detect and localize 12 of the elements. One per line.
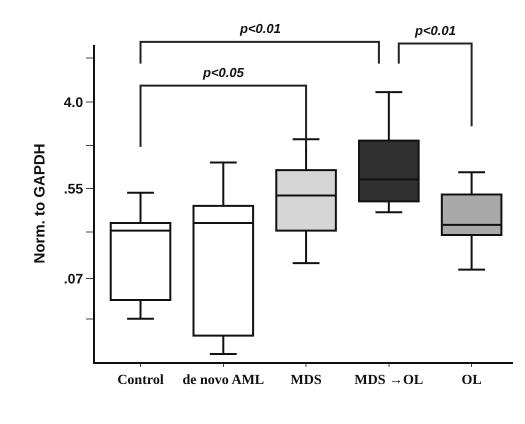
x-tick-label: MDS (290, 372, 322, 388)
annotation: p<0.05 (202, 65, 245, 80)
x-tick-label: OL (461, 372, 482, 388)
y-axis-title: Norm. to GAPDH (31, 144, 48, 264)
x-tick-label: de novo AML (182, 372, 264, 388)
text: p<0.01 (239, 21, 281, 36)
text: p<0.01 (414, 23, 456, 38)
y-tick-label: .55 (64, 180, 84, 196)
x-tick-label: Control (117, 372, 164, 388)
x-tick-label: MDS →OL (354, 372, 424, 388)
y-tick-label: 4.0 (64, 94, 84, 110)
y-tick-label: .07 (64, 270, 84, 287)
